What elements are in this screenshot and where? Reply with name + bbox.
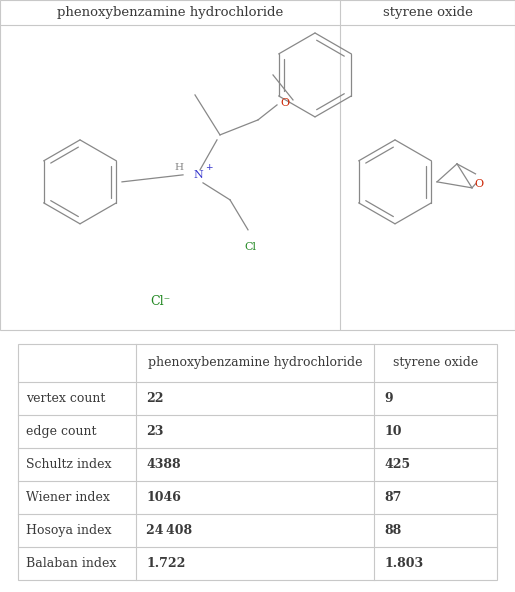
Text: phenoxybenzamine hydrochloride: phenoxybenzamine hydrochloride [57,7,283,20]
Text: 22: 22 [146,392,163,405]
Text: 425: 425 [384,458,410,471]
Text: 88: 88 [384,524,401,537]
Text: Balaban index: Balaban index [26,557,116,570]
Text: 23: 23 [146,425,163,438]
Text: O: O [474,179,483,189]
Text: phenoxybenzamine hydrochloride: phenoxybenzamine hydrochloride [148,356,362,369]
Text: Wiener index: Wiener index [26,491,110,504]
Text: styrene oxide: styrene oxide [383,7,472,20]
Text: edge count: edge count [26,425,96,438]
Text: N: N [193,170,203,180]
Text: styrene oxide: styrene oxide [393,356,478,369]
Text: H: H [175,163,183,172]
Text: Cl: Cl [244,242,256,252]
Text: 1046: 1046 [146,491,181,504]
Text: +: + [205,163,213,172]
Text: 1.722: 1.722 [146,557,185,570]
Text: 9: 9 [384,392,392,405]
Text: 10: 10 [384,425,402,438]
Text: Schultz index: Schultz index [26,458,112,471]
Text: 4388: 4388 [146,458,181,471]
Text: 1.803: 1.803 [384,557,423,570]
Text: 87: 87 [384,491,401,504]
Text: Cl⁻: Cl⁻ [150,295,170,308]
Text: O: O [281,98,289,108]
Text: 24 408: 24 408 [146,524,192,537]
Text: Hosoya index: Hosoya index [26,524,112,537]
Text: vertex count: vertex count [26,392,106,405]
